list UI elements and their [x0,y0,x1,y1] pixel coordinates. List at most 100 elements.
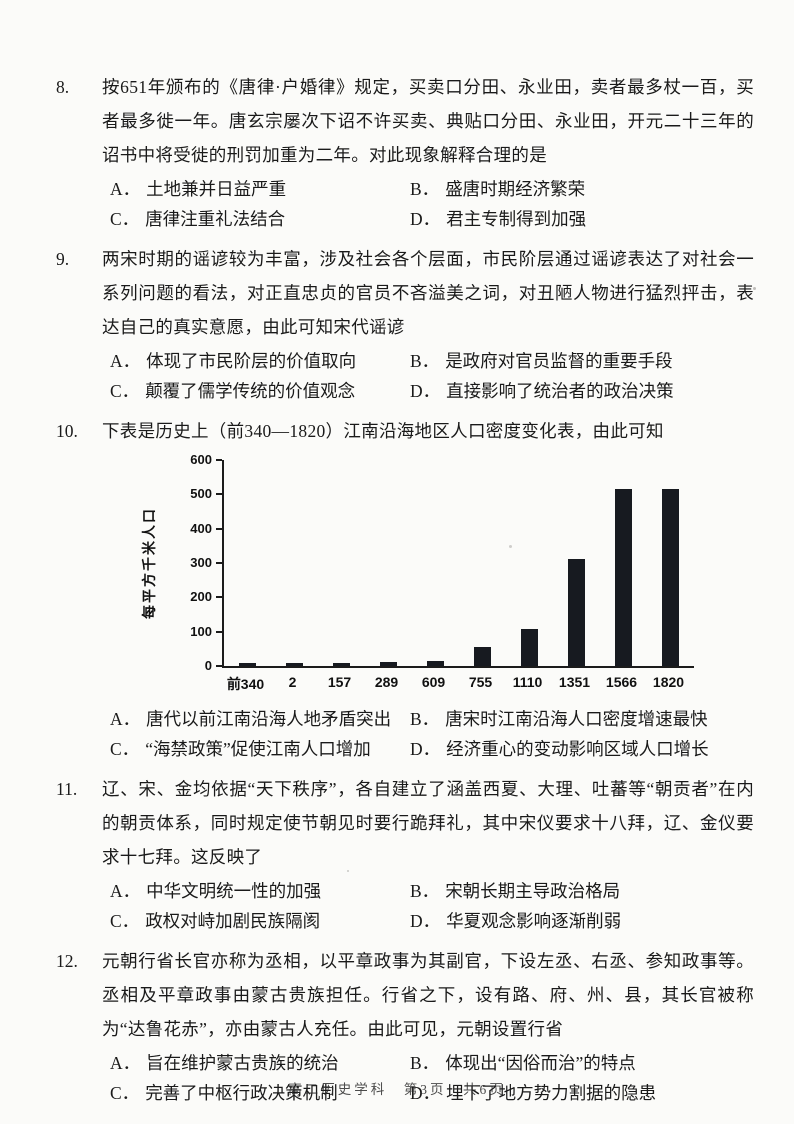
question-stem: 辽、宋、金均依据“天下秩序”，各自建立了涵盖西夏、大理、吐蕃等“朝贡者”在内的朝… [102,779,754,867]
option-a: A． 唐代以前江南沿海人地矛盾突出 [110,704,410,734]
option-b: B． 盛唐时期经济繁荣 [410,174,754,204]
option-label: A． [110,179,141,199]
question-stem: 元朝行省长官亦称为丞相，以平章政事为其副官，下设左丞、右丞、参知政事等。丞相及平… [102,951,754,1039]
y-axis-tick-mark [216,596,222,599]
option-text: “海禁政策”促使江南人口增加 [145,739,371,759]
y-axis-tick-label: 100 [190,623,212,639]
options-grid: A． 体现了市民阶层的价值取向 B． 是政府对官员监督的重要手段 C． 颠覆了儒学传统… [102,346,754,406]
options-grid: A． 唐代以前江南沿海人地矛盾突出 B． 唐宋时江南沿海人口密度增速最快 C． “海禁… [102,704,754,764]
y-axis-tick-label: 300 [190,555,212,570]
option-b: B． 宋朝长期主导政治格局 [410,876,754,906]
y-axis-tick-mark [216,630,222,633]
question-number: 12. [56,951,78,971]
option-label: C． [110,911,140,931]
bar [333,662,350,666]
question-10: 10. 下表是历史上（前340—1820）江南沿海地区人口密度变化表，由此可知 … [56,414,754,764]
option-a: A． 中华文明统一性的加强 [110,876,410,906]
option-text: 体现出“因俗而治”的特点 [445,1053,636,1073]
y-axis-label: 每平方千米人口 [143,507,158,619]
option-text: 直接影响了统治者的政治决策 [446,381,674,401]
option-a: A． 土地兼并日益严重 [110,174,410,204]
x-axis-labels: 前340 2 157 289 609 755 1110 1351 1566 1820 [222,674,692,694]
option-label: B． [410,881,440,901]
option-label: B． [410,351,440,371]
option-b: B． 体现出“因俗而治”的特点 [410,1048,754,1078]
option-label: D． [410,209,441,229]
scan-speck [374,118,376,121]
option-text: 土地兼并日益严重 [146,179,287,199]
option-c: C． 颠覆了儒学传统的价值观念 [110,376,410,406]
x-axis-tick-label: 2 [288,674,297,690]
question-body: 辽、宋、金均依据“天下秩序”，各自建立了涵盖西夏、大理、吐蕃等“朝贡者”在内的朝… [102,772,754,936]
x-axis-tick-label: 289 [374,674,399,690]
bar [239,662,256,666]
question-body: 下表是历史上（前340—1820）江南沿海地区人口密度变化表，由此可知 每平方千… [102,414,754,764]
options-grid: A． 中华文明统一性的加强 B． 宋朝长期主导政治格局 C． 政权对峙加剧民族隔阂 D… [102,876,754,936]
x-axis-tick-label: 1351 [558,674,591,690]
option-label: B． [410,179,440,199]
option-text: 唐代以前江南沿海人地矛盾突出 [146,709,392,729]
question-number: 11. [56,779,78,799]
option-label: B． [410,1053,440,1073]
option-b: B． 是政府对官员监督的重要手段 [410,346,754,376]
option-text: 君主专制得到加强 [446,209,587,229]
y-axis-tick-mark [216,665,222,667]
y-axis-tick-mark [216,527,222,530]
population-density-chart: 每平方千米人口 0 100 200 300 400 500 600 前340 2 157 289 6… [130,452,754,698]
question-number: 8. [56,77,70,97]
question-stem: 按651年颁布的《唐律·户婚律》规定，买卖口分田、永业田，卖者最多杖一百，买者最… [102,77,754,165]
x-axis-tick-label: 1820 [652,674,685,690]
option-text: 完善了中枢行政决策机制 [145,1083,338,1103]
bar [615,489,632,666]
option-text: 盛唐时期经济繁荣 [445,179,586,199]
y-axis-tick-label: 0 [204,658,212,673]
option-label: D． [410,739,441,759]
options-grid: A． 土地兼并日益严重 B． 盛唐时期经济繁荣 C． 唐律注重礼法结合 D． 君主专制得… [102,174,754,234]
option-label: A． [110,881,141,901]
option-text: 经济重心的变动影响区域人口增长 [446,739,709,759]
option-d: D． 君主专制得到加强 [410,204,754,234]
question-12: 12. 元朝行省长官亦称为丞相，以平章政事为其副官，下设左丞、右丞、参知政事等。… [56,944,754,1108]
question-11: 11. 辽、宋、金均依据“天下秩序”，各自建立了涵盖西夏、大理、吐蕃等“朝贡者”… [56,772,754,936]
bar [568,558,585,666]
option-text: 唐律注重礼法结合 [145,209,286,229]
option-label: A． [110,1053,141,1073]
scan-speck [509,545,512,548]
option-text: 华夏观念影响逐渐削弱 [446,911,622,931]
question-stem: 下表是历史上（前340—1820）江南沿海地区人口密度变化表，由此可知 [102,421,664,441]
option-a: A． 体现了市民阶层的价值取向 [110,346,410,376]
option-text: 旨在维护蒙古贵族的统治 [146,1053,339,1073]
option-label: C． [110,209,140,229]
option-d: D． 直接影响了统治者的政治决策 [410,376,754,406]
bar [521,629,538,666]
x-axis-tick-label: 前340 [226,676,265,692]
x-axis-tick-label: 157 [327,674,352,690]
option-label: D． [410,911,441,931]
option-a: A． 旨在维护蒙古贵族的统治 [110,1048,410,1078]
option-c: C． “海禁政策”促使江南人口增加 [110,734,410,764]
question-body: 元朝行省长官亦称为丞相，以平章政事为其副官，下设左丞、右丞、参知政事等。丞相及平… [102,944,754,1108]
question-body: 两宋时期的谣谚较为丰富，涉及社会各个层面，市民阶层通过谣谚表达了对社会一系列问题… [102,242,754,406]
question-8: 8. 按651年颁布的《唐律·户婚律》规定，买卖口分田、永业田，卖者最多杖一百，… [56,70,754,234]
question-stem: 两宋时期的谣谚较为丰富，涉及社会各个层面，市民阶层通过谣谚表达了对社会一系列问题… [102,249,754,337]
bar [474,647,491,666]
options-grid: A． 旨在维护蒙古贵族的统治 B． 体现出“因俗而治”的特点 C． 完善了中枢行政决策… [102,1048,754,1108]
y-axis-tick-mark [216,562,222,564]
option-label: A． [110,709,141,729]
question-number: 9. [56,249,70,269]
option-text: 颠覆了儒学传统的价值观念 [145,381,356,401]
option-text: 中华文明统一性的加强 [146,881,322,901]
option-label: D． [410,381,441,401]
option-c: C． 唐律注重礼法结合 [110,204,410,234]
option-label: A． [110,351,141,371]
scan-speck [347,870,349,872]
x-axis-tick-label: 1566 [605,674,638,690]
option-d: D． 华夏观念影响逐渐削弱 [410,906,754,936]
y-axis-tick-mark [216,493,222,496]
question-body: 按651年颁布的《唐律·户婚律》规定，买卖口分田、永业田，卖者最多杖一百，买者最… [102,70,754,234]
y-axis-tick-label: 500 [190,486,212,502]
chart-plot [222,460,694,668]
y-axis-tick-label: 600 [190,452,212,467]
option-text: 是政府对官员监督的重要手段 [445,351,673,371]
